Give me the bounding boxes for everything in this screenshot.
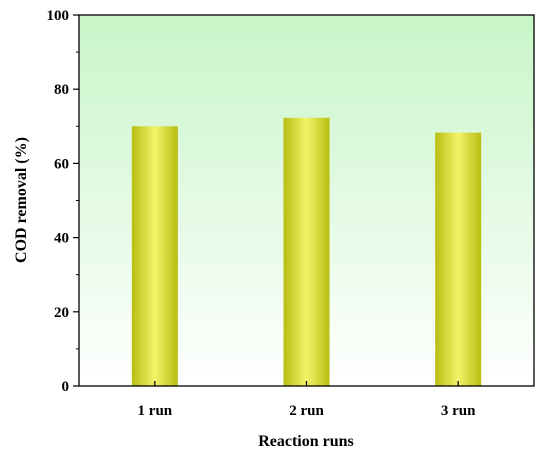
y-tick-label-60: 60 [54, 156, 69, 172]
y-tick-label-100: 100 [47, 8, 70, 24]
y-tick-label-80: 80 [54, 82, 69, 98]
y-axis-title: COD removal (%) [13, 137, 30, 263]
x-tick-label-3: 3 run [441, 403, 476, 419]
bar-2 [283, 117, 330, 386]
x-tick-label-2: 2 run [289, 403, 324, 419]
x-axis-title: Reaction runs [258, 433, 354, 450]
bar-1 [131, 126, 178, 387]
bar-3 [435, 132, 482, 386]
y-tick-label-20: 20 [54, 305, 69, 321]
bars-group [131, 117, 482, 387]
plot-frame [78, 14, 535, 387]
x-tick-label-1: 1 run [138, 403, 173, 419]
axes-group: 1 run 2 run 3 run 0 20 40 60 80 100 [47, 8, 535, 419]
y-tick-label-40: 40 [54, 231, 69, 247]
y-tick-label-0: 0 [62, 379, 70, 395]
